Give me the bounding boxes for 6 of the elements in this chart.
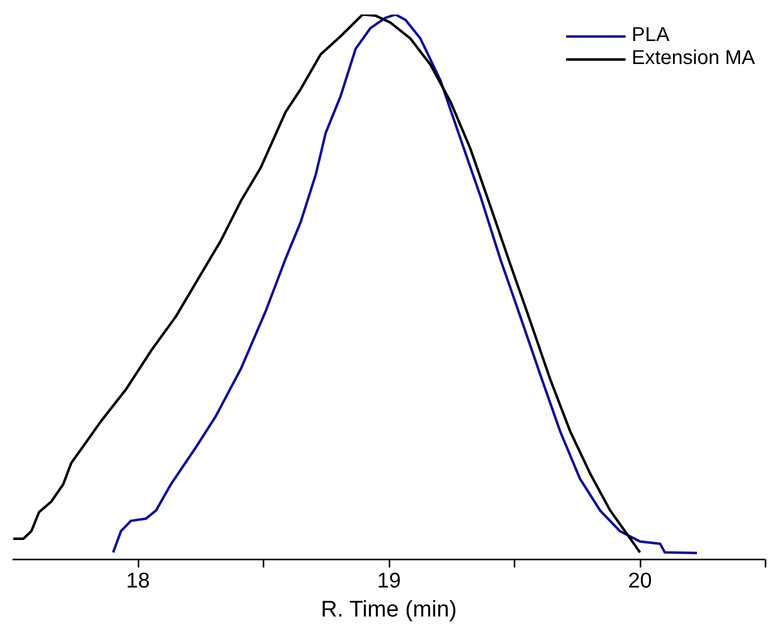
legend-label: PLA [632,24,670,47]
x-axis-title: R. Time (min) [320,596,457,622]
x-tick-label: 20 [628,568,652,592]
x-tick-label: 18 [126,568,150,592]
legend-label: Extension MA [632,47,755,70]
x-tick-label: 19 [377,568,401,592]
